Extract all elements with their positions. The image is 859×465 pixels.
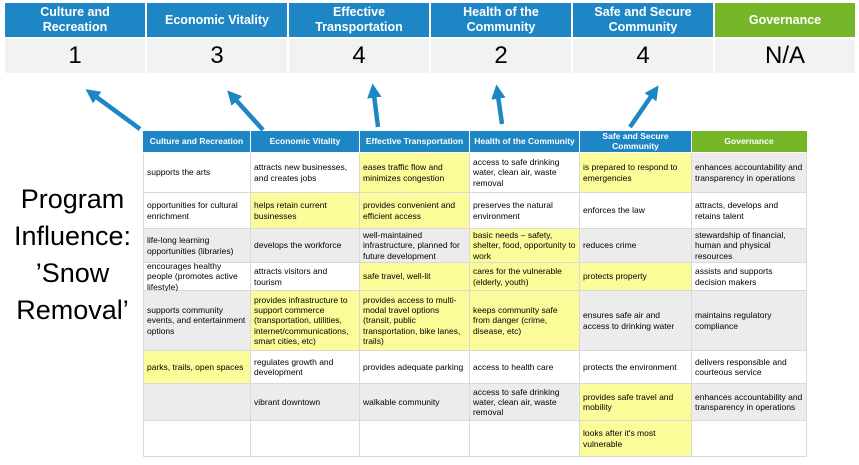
influence-matrix: Culture and Recreation Economic Vitality E… [143, 131, 807, 457]
matrix-cell: develops the workforce [251, 229, 360, 263]
matrix-cell: maintains regulatory compliance [692, 291, 807, 351]
scoreboard-column: Health of the Community 2 [431, 3, 571, 73]
score-value: 3 [147, 39, 287, 73]
matrix-cell: regulates growth and development [251, 351, 360, 384]
scoreboard: Culture and Recreation 1 Economic Vitality… [5, 3, 855, 73]
matrix-cell: provides infrastructure to support comme… [251, 291, 360, 351]
matrix-cell: parks, trails, open spaces [143, 351, 251, 384]
matrix-cell: vibrant downtown [251, 384, 360, 421]
matrix-cell: supports community events, and entertain… [143, 291, 251, 351]
matrix-cell: stewardship of financial, human and phys… [692, 229, 807, 263]
matrix-cell: attracts new businesses, and creates job… [251, 153, 360, 193]
matrix-cell: cares for the vulnerable (elderly, youth… [470, 263, 580, 291]
matrix-cell: helps retain current businesses [251, 193, 360, 229]
matrix-cell: enhances accountability and transparency… [692, 153, 807, 193]
influence-arrow [491, 84, 506, 125]
matrix-cell: basic needs – safety, shelter, food, opp… [470, 229, 580, 263]
matrix-cell [360, 421, 470, 457]
matrix-cell: attracts, develops and retains talent [692, 193, 807, 229]
matrix-cell: provides convenient and efficient access [360, 193, 470, 229]
matrix-header-cell: Culture and Recreation [143, 131, 251, 153]
matrix-cell: is prepared to respond to emergencies [580, 153, 692, 193]
program-label-line: Program [20, 184, 125, 214]
matrix-cell [470, 421, 580, 457]
scoreboard-header: Economic Vitality [147, 3, 287, 37]
matrix-cell: protects the environment [580, 351, 692, 384]
matrix-cell: keeps community safe from danger (crime,… [470, 291, 580, 351]
matrix-cell [251, 421, 360, 457]
score-value: N/A [715, 39, 855, 73]
matrix-cell: ensures safe air and access to drinking … [580, 291, 692, 351]
matrix-cell: access to health care [470, 351, 580, 384]
matrix-header-cell: Effective Transportation [360, 131, 470, 153]
scoreboard-column: Economic Vitality 3 [147, 3, 287, 73]
scoreboard-header: Effective Transportation [289, 3, 429, 37]
matrix-cell [143, 384, 251, 421]
matrix-cell: enhances accountability and transparency… [692, 384, 807, 421]
matrix-header-cell: Health of the Community [470, 131, 580, 153]
scoreboard-header: Culture and Recreation [5, 3, 145, 37]
matrix-cell: eases traffic flow and minimizes congest… [360, 153, 470, 193]
matrix-cell: protects property [580, 263, 692, 291]
influence-arrow [85, 89, 142, 131]
matrix-cell: looks after it's most vulnerable [580, 421, 692, 457]
matrix-cell: supports the arts [143, 153, 251, 193]
scoreboard-header: Health of the Community [431, 3, 571, 37]
program-label-line: Removal’ [16, 295, 129, 325]
score-value: 1 [5, 39, 145, 73]
matrix-cell: assists and supports decision makers [692, 263, 807, 291]
matrix-cell: access to safe drinking water, clean air… [470, 384, 580, 421]
scoreboard-column: Culture and Recreation 1 [5, 3, 145, 73]
matrix-cell: provides adequate parking [360, 351, 470, 384]
program-label-line: Influence: [13, 221, 132, 251]
matrix-cell: attracts visitors and tourism [251, 263, 360, 291]
matrix-cell: safe travel, well-lit [360, 263, 470, 291]
matrix-cell: provides access to multi-modal travel op… [360, 291, 470, 351]
matrix-cell: reduces crime [580, 229, 692, 263]
matrix-cell: well-maintained infrastructure, planned … [360, 229, 470, 263]
matrix-header-cell: Governance [692, 131, 807, 153]
matrix-cell: life-long learning opportunities (librar… [143, 229, 251, 263]
score-value: 2 [431, 39, 571, 73]
matrix-cell: delivers responsible and courteous servi… [692, 351, 807, 384]
matrix-cell: provides safe travel and mobility [580, 384, 692, 421]
matrix-cell: preserves the natural environment [470, 193, 580, 229]
matrix-cell [692, 421, 807, 457]
matrix-header-cell: Economic Vitality [251, 131, 360, 153]
score-value: 4 [573, 39, 713, 73]
matrix-cell: enforces the law [580, 193, 692, 229]
scoreboard-header: Governance [715, 3, 855, 37]
influence-arrow [367, 83, 382, 128]
score-value: 4 [289, 39, 429, 73]
matrix-cell: access to safe drinking water, clean air… [470, 153, 580, 193]
scoreboard-header: Safe and Secure Community [573, 3, 713, 37]
influence-arrow [628, 85, 659, 129]
matrix-header-cell: Safe and Secure Community [580, 131, 692, 153]
matrix-cell: walkable community [360, 384, 470, 421]
program-label-line: ’Snow [35, 258, 110, 288]
matrix-cell: opportunities for cultural enrichment [143, 193, 251, 229]
influence-arrow [227, 90, 265, 132]
program-label: Program Influence: ’Snow Removal’ [0, 181, 145, 329]
matrix-cell [143, 421, 251, 457]
scoreboard-column: Effective Transportation 4 [289, 3, 429, 73]
scoreboard-column: Safe and Secure Community 4 [573, 3, 713, 73]
matrix-cell: encourages healthy people (promotes acti… [143, 261, 251, 292]
scoreboard-column: Governance N/A [715, 3, 855, 73]
